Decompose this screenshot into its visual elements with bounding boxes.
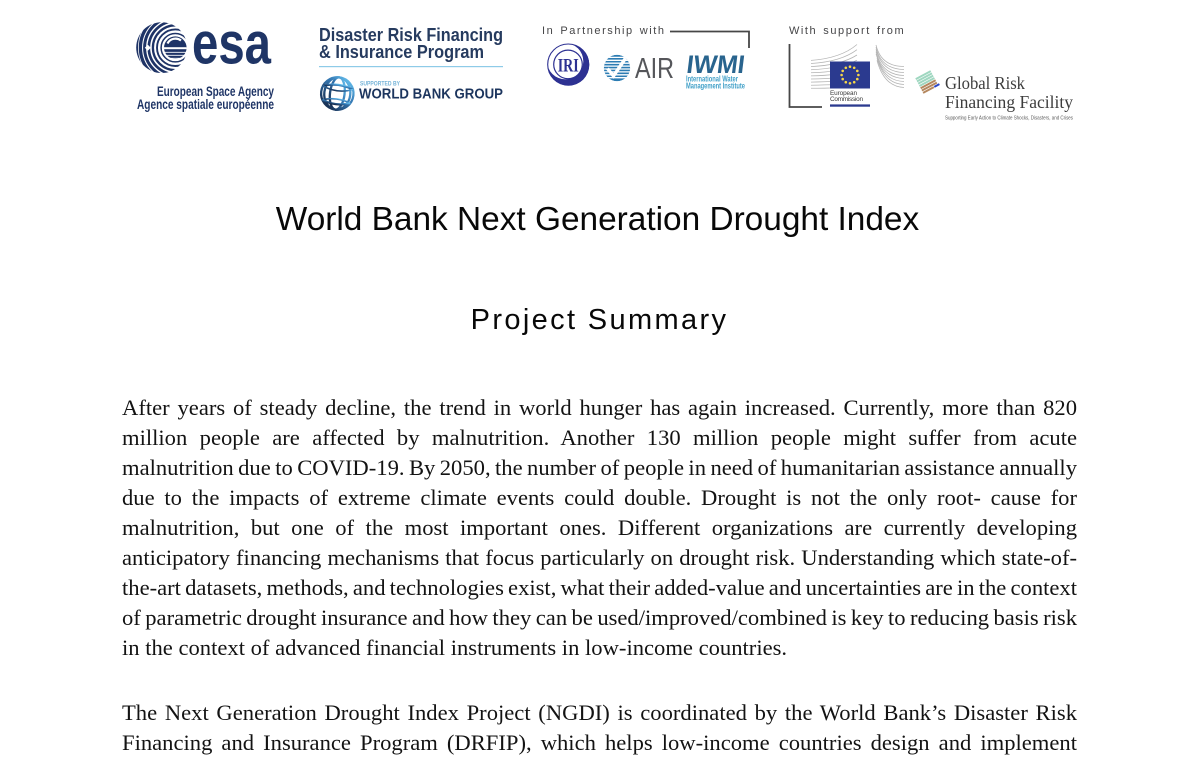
svg-text:European: European xyxy=(830,90,857,97)
svg-text:International Water: International Water xyxy=(686,75,738,84)
svg-text:Financing Facility: Financing Facility xyxy=(945,92,1073,112)
svg-text:Agence spatiale européenne: Agence spatiale européenne xyxy=(137,97,274,113)
svg-text:& Insurance Program: & Insurance Program xyxy=(319,41,484,62)
svg-text:Supporting Early Action to Cli: Supporting Early Action to Climate Shock… xyxy=(945,116,1073,122)
svg-text:Commission: Commission xyxy=(830,96,863,103)
svg-text:esa: esa xyxy=(192,14,272,77)
svg-text:IWMI: IWMI xyxy=(685,51,746,79)
svg-text:European Space Agency: European Space Agency xyxy=(157,84,274,100)
svg-text:AIR: AIR xyxy=(635,53,674,83)
svg-text:Disaster Risk Financing: Disaster Risk Financing xyxy=(319,24,503,45)
svg-text:Management Institute: Management Institute xyxy=(686,82,745,91)
svg-text:Global Risk: Global Risk xyxy=(945,73,1025,93)
svg-text:WORLD BANK GROUP: WORLD BANK GROUP xyxy=(359,87,503,103)
svg-text:IRI: IRI xyxy=(558,55,579,76)
svg-text:SUPPORTED BY: SUPPORTED BY xyxy=(360,81,401,88)
